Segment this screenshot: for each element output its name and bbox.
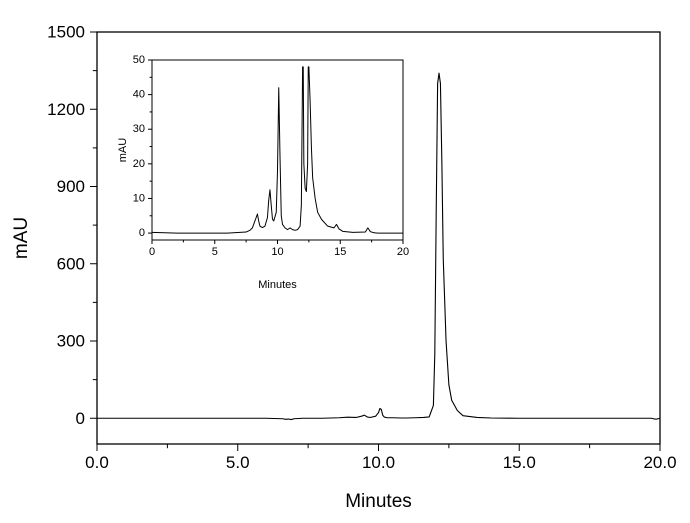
inset-y-tick-label: 0 xyxy=(139,227,145,239)
inset-x-tick-label: 0 xyxy=(149,246,155,258)
inset-x-tick-label: 5 xyxy=(212,246,218,258)
inset-y-tick-label: 50 xyxy=(133,54,145,66)
inset-y-tick-label: 10 xyxy=(133,192,145,204)
inset-y-tick-label: 20 xyxy=(133,158,145,170)
inset-chromatogram: 0 5 10 15 20 0 10 20 30 40 50 Minutes mAU xyxy=(117,54,409,291)
inset-x-axis-label: Minutes xyxy=(258,279,297,291)
main-x-axis-label: Minutes xyxy=(345,491,412,512)
main-y-tick-label: 600 xyxy=(57,254,85,273)
inset-series-line xyxy=(151,66,403,234)
inset-x-tick-label: 10 xyxy=(271,246,283,258)
inset-y-tick-label: 30 xyxy=(133,123,145,135)
main-x-tick-label: 0.0 xyxy=(85,453,109,472)
inset-y-axis-label: mAU xyxy=(117,138,129,163)
main-x-tick-label: 10.0 xyxy=(362,453,395,472)
main-y-tick-label: 0 xyxy=(76,409,85,428)
inset-x-tick-label: 20 xyxy=(397,246,409,258)
main-plot-frame xyxy=(96,31,661,445)
main-x-tick-label: 15.0 xyxy=(503,453,536,472)
main-y-tick-label: 900 xyxy=(57,177,85,196)
main-y-tick-label: 1500 xyxy=(47,23,85,42)
main-series-line xyxy=(97,72,661,421)
main-x-tick-label: 20.0 xyxy=(643,453,676,472)
main-chromatogram: 0.0 5.0 10.0 15.0 20.0030060090012001500Minu… xyxy=(11,23,677,513)
inset-plot-frame xyxy=(151,59,404,241)
main-y-tick-label: 1200 xyxy=(47,100,85,119)
inset-x-tick-label: 15 xyxy=(334,246,346,258)
inset-y-tick-label: 40 xyxy=(133,89,145,101)
main-x-tick-label: 5.0 xyxy=(226,453,250,472)
main-y-tick-label: 300 xyxy=(57,332,85,351)
main-y-axis-label: mAU xyxy=(11,217,32,259)
